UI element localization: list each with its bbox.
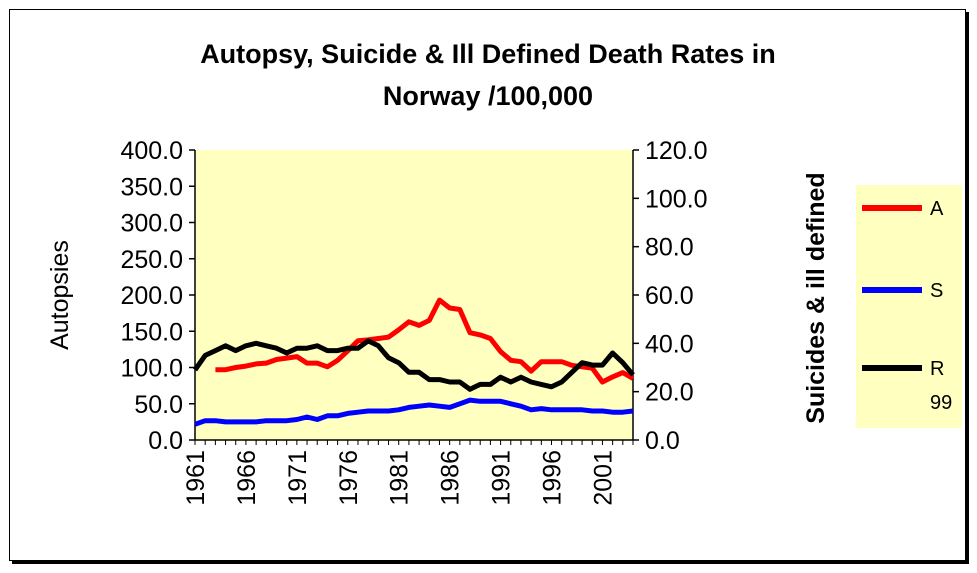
y2-tick-label: 80.0 [645,234,694,262]
y-tick-label: 350.0 [120,173,183,201]
y-tick-label: 50.0 [134,391,183,419]
x-tick-label: 1981 [386,450,414,506]
legend-label-2: S [930,280,943,302]
series-line-a [215,297,635,385]
y-tick-label: 0.0 [148,427,183,455]
x-tick-label: 1966 [233,450,261,506]
legend-label-3: R [930,358,944,380]
plot-area [195,150,633,440]
legend-label-3-line2: 99 [930,392,952,414]
y-tick-label: 400.0 [120,137,183,165]
x-tick-label: 1991 [488,450,516,506]
y2-tick-label: 0.0 [645,427,680,455]
y2-axis-label: Suicides & ill defined [802,172,830,423]
x-tick-label: 1961 [182,450,210,506]
chart-title-line1: Autopsy, Suicide & Ill Defined Death Rat… [200,39,776,69]
series-line-s [194,397,634,427]
legend-label-1: A [930,198,944,220]
y2-tick-label: 20.0 [645,379,694,407]
x-tick-label: 2001 [589,450,617,506]
series-line-r-99 [192,338,635,392]
x-tick-label: 1996 [539,450,567,506]
y-tick-label: 200.0 [120,282,183,310]
x-tick-label: 1971 [284,450,312,506]
y-tick-label: 100.0 [120,355,183,383]
x-tick-label: 1976 [335,450,363,506]
y-axis-label: Autopsies [46,240,74,350]
y-tick-label: 250.0 [120,246,183,274]
y2-tick-label: 60.0 [645,282,694,310]
legend-box [856,185,962,428]
y-tick-label: 300.0 [120,210,183,238]
y2-tick-label: 100.0 [645,185,708,213]
x-tick-label: 1986 [437,450,465,506]
y-tick-label: 150.0 [120,318,183,346]
y2-tick-label: 120.0 [645,137,708,165]
y2-tick-label: 40.0 [645,330,694,358]
chart-title-line2: Norway /100,000 [383,81,593,111]
